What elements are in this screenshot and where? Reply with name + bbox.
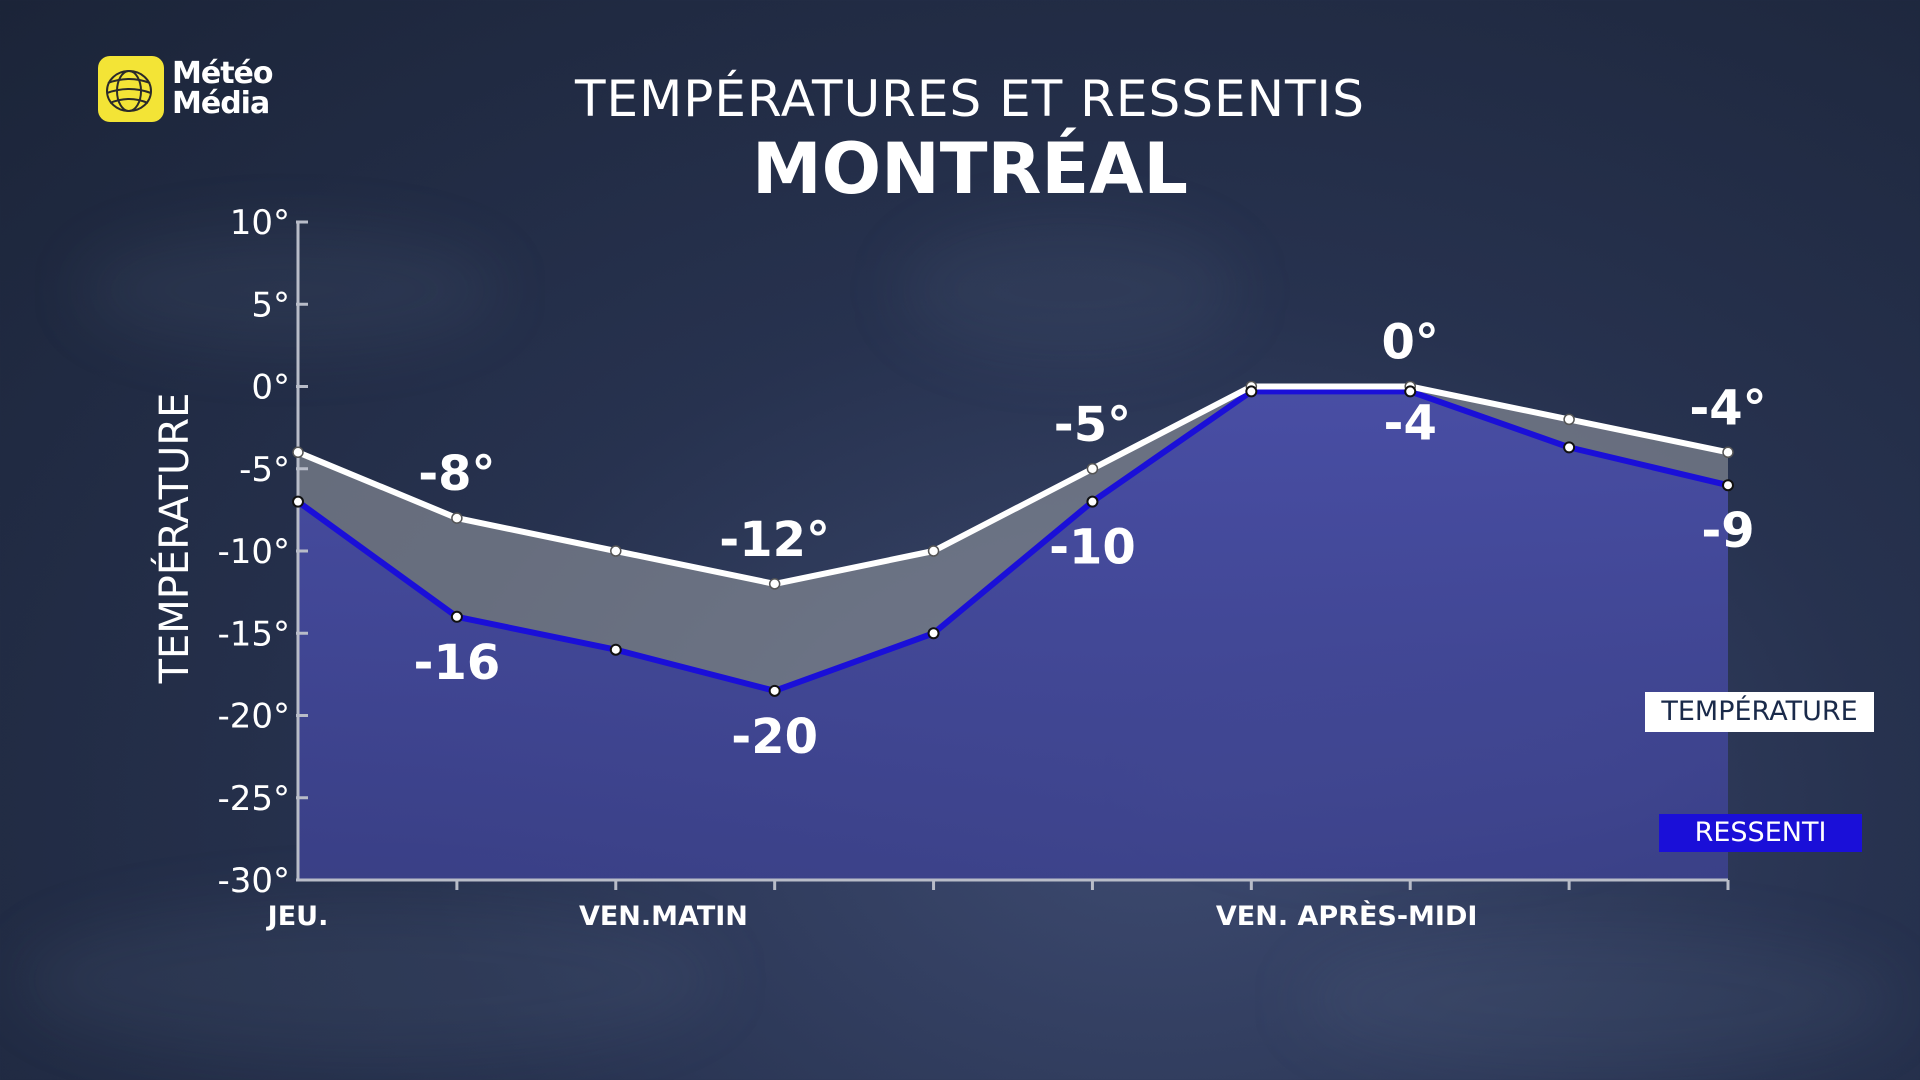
- brand-line2: Média: [172, 86, 270, 121]
- y-tick-label: 5°: [251, 285, 290, 325]
- temperature-data-label: -12°: [719, 512, 830, 568]
- y-axis-label: TEMPÉRATURE: [152, 392, 198, 684]
- ressenti-line: [296, 388, 1729, 694]
- ressenti-point: [1245, 385, 1258, 398]
- ressenti-point: [292, 495, 304, 508]
- y-tick-label: -15°: [217, 614, 290, 654]
- y-tick-label: 10°: [230, 203, 290, 243]
- x-tick-label: JEU.: [266, 901, 329, 932]
- difference-band: [298, 386, 1728, 691]
- legend-temperature: TEMPÉRATURE: [1645, 692, 1874, 732]
- temperature-point: [927, 545, 940, 557]
- background-cloud: [80, 230, 500, 350]
- ressenti-data-label: -10: [1049, 520, 1136, 576]
- x-tick-label: VEN. APRÈS-MIDI: [1216, 900, 1478, 932]
- y-tick-label: 0°: [251, 368, 290, 408]
- temperature-data-label: -8°: [418, 446, 495, 502]
- brand-name: Météo Média: [172, 59, 273, 119]
- temperature-data-label: 0°: [1382, 315, 1439, 371]
- ressenti-data-label: -16: [414, 635, 501, 691]
- background-cloud: [1300, 930, 1900, 1070]
- y-tick-label: -10°: [217, 532, 290, 572]
- temperature-point: [1722, 446, 1734, 459]
- ressenti-point: [1722, 479, 1734, 492]
- ressenti-data-label: -4: [1384, 395, 1437, 451]
- temperature-point: [292, 446, 304, 459]
- temperature-point: [1086, 463, 1099, 475]
- meteomedia-logo: Météo Média: [98, 56, 273, 122]
- ressenti-point: [450, 610, 463, 623]
- y-tick-label: -25°: [217, 779, 290, 819]
- brand-line1: Météo: [172, 56, 273, 91]
- temperature-point: [451, 512, 463, 524]
- ressenti-point: [1086, 495, 1099, 508]
- temperature-data-label: -4°: [1689, 380, 1766, 436]
- temperature-point: [610, 545, 622, 557]
- temperature-data-label: -5°: [1054, 397, 1131, 453]
- temperature-line: [296, 383, 1729, 587]
- globe-icon: [98, 56, 164, 122]
- legend-ressenti: RESSENTI: [1659, 814, 1862, 852]
- ressenti-data-label: -9: [1701, 503, 1754, 559]
- ressenti-point: [1404, 385, 1417, 398]
- ressenti-point: [768, 684, 781, 697]
- y-tick-label: -30°: [217, 861, 290, 901]
- x-tick-label: VEN.MATIN: [579, 901, 748, 932]
- ressenti-point: [1563, 441, 1576, 454]
- chart-title: TEMPÉRATURES ET RESSENTIS: [574, 70, 1365, 128]
- temperature-point: [1563, 413, 1575, 426]
- ressenti-point: [609, 643, 622, 656]
- y-tick-label: -5°: [239, 450, 290, 490]
- ressenti-area: [298, 391, 1728, 880]
- ressenti-data-label: -20: [731, 709, 818, 765]
- chart-subtitle: MONTRÉAL: [752, 128, 1188, 210]
- temperature-point: [768, 578, 781, 590]
- ressenti-point: [927, 627, 940, 640]
- y-tick-label: -20°: [217, 697, 290, 737]
- background-cloud: [900, 220, 1240, 360]
- background-cloud: [20, 900, 720, 1060]
